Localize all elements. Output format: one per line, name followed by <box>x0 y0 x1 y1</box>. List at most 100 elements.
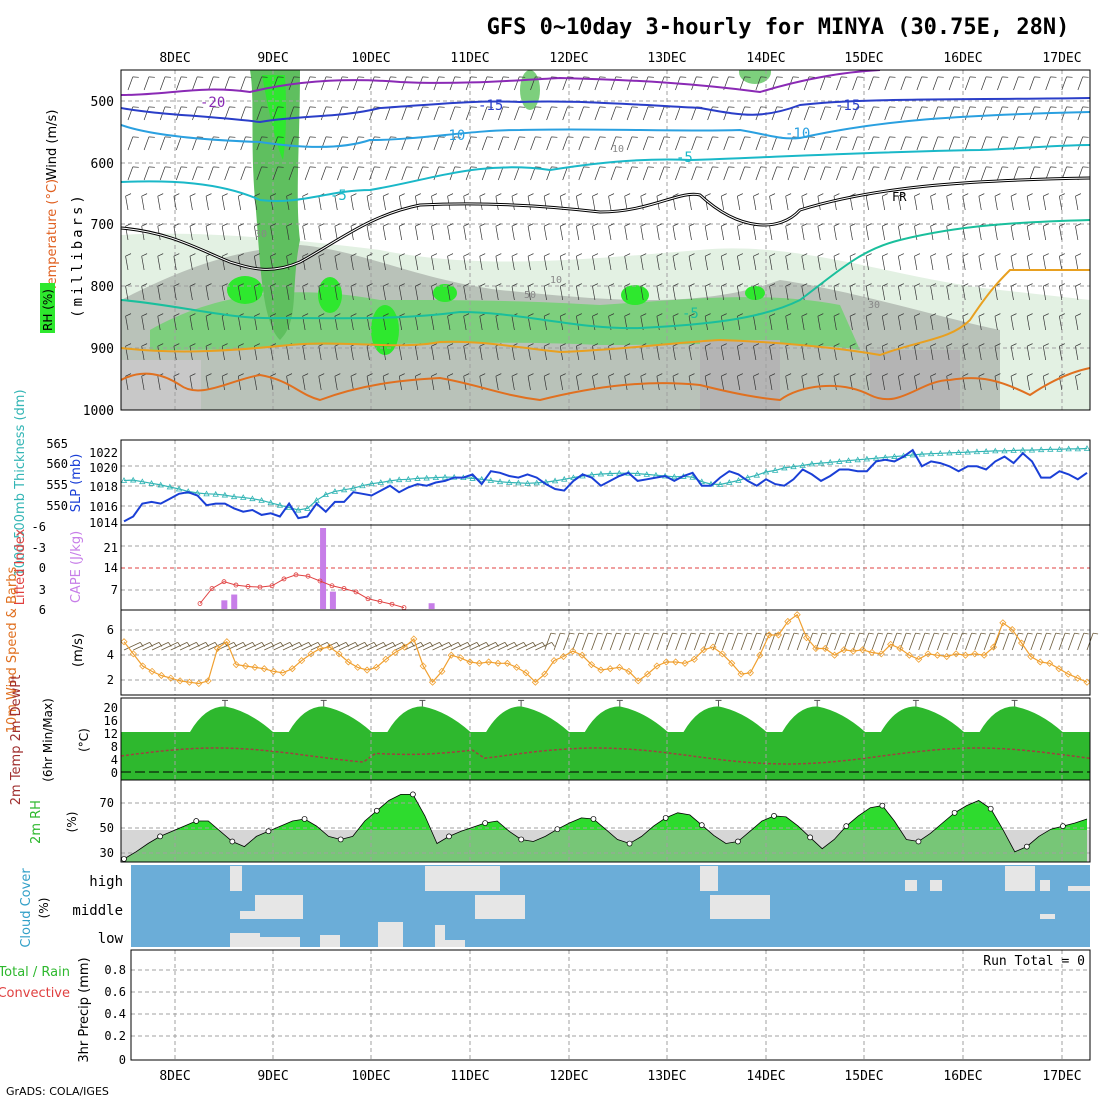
upper-wind-barb <box>497 106 504 121</box>
upper-wind-barb-tick <box>157 193 164 197</box>
thickness-marker <box>735 477 742 483</box>
upper-wind-barb-tick <box>849 253 856 257</box>
upper-wind-barb-tick <box>866 283 872 287</box>
upper-wind-barb-tick <box>849 373 856 377</box>
upper-wind-barb <box>948 136 955 151</box>
upper-wind-barb-tick <box>785 313 792 317</box>
upper-wind-barb <box>884 106 890 121</box>
wind10-barb <box>366 642 384 651</box>
slp-line <box>123 448 1088 523</box>
wind10-barb-tick <box>1027 632 1033 635</box>
upper-wind-barb-tick <box>173 253 180 257</box>
upper-wind-barb-tick <box>1059 373 1065 377</box>
upper-wind-barb <box>237 196 242 211</box>
upper-wind-barb <box>739 166 745 181</box>
cape-bar <box>320 528 327 609</box>
upper-wind-barb <box>865 376 869 391</box>
upper-wind-barb-tick <box>527 223 534 227</box>
thickness-marker <box>1056 445 1063 452</box>
lifted-index-point <box>221 579 227 585</box>
upper-wind-barb-tick <box>141 223 148 227</box>
upper-wind-barb-tick <box>560 193 566 197</box>
contour-label: FR <box>892 190 907 204</box>
upper-wind-barb <box>672 256 676 271</box>
thickness-marker <box>918 450 926 457</box>
upper-wind-barb <box>1059 316 1063 331</box>
li-tick: 3 <box>39 583 46 597</box>
wind10-barb-tick <box>691 632 697 635</box>
wind10-barb-tick <box>765 632 771 635</box>
wind-speed-point <box>419 662 427 670</box>
upper-wind-barb <box>449 106 456 121</box>
upper-wind-barb <box>143 166 150 181</box>
wind10-barb <box>1058 632 1066 651</box>
upper-wind-barb-tick <box>1027 253 1033 257</box>
upper-wind-barb <box>833 316 837 331</box>
upper-wind-barb <box>769 226 773 241</box>
upper-wind-barb-tick <box>914 253 921 257</box>
upper-wind-barb <box>125 316 129 331</box>
wind-speed-point <box>1008 625 1016 634</box>
upper-wind-barb <box>463 286 467 301</box>
wind-speed-point <box>999 619 1007 627</box>
upper-wind-barb-tick <box>978 193 985 197</box>
wind10-barb-tick <box>1036 632 1043 635</box>
thickness-marker <box>157 481 164 488</box>
upper-wind-barb <box>946 376 950 391</box>
rh2m-point <box>554 826 561 833</box>
upper-wind-barb <box>610 106 617 121</box>
wind-speed-point <box>606 665 614 673</box>
upper-wind-barb-tick <box>688 373 695 377</box>
upper-wind-barb <box>898 316 902 331</box>
thickness-marker <box>570 474 577 481</box>
upper-wind-barb-tick <box>688 223 695 227</box>
upper-wind-barb-tick <box>866 253 872 257</box>
upper-wind-barb <box>157 316 161 331</box>
wind10-barb <box>1049 632 1057 651</box>
upper-wind-barb <box>1010 226 1014 241</box>
thickness-marker <box>643 471 650 477</box>
upper-wind-barb <box>1026 226 1030 241</box>
upper-wind-barb-tick <box>334 193 341 197</box>
upper-wind-barb-tick <box>656 223 663 227</box>
upper-wind-barb <box>640 286 644 301</box>
upper-wind-barb-tick <box>833 343 840 347</box>
wind-speed-point <box>316 644 324 653</box>
upper-wind-barb <box>769 196 773 211</box>
upper-wind-barb <box>720 346 725 361</box>
upper-wind-barb <box>141 376 145 391</box>
contour-label: 30 <box>868 300 880 311</box>
upper-wind-barb <box>849 256 853 271</box>
wind-speed-point <box>129 650 137 658</box>
upper-wind-barb <box>173 286 177 301</box>
rh-cell <box>433 284 457 302</box>
wind10-barb <box>600 632 608 651</box>
upper-wind-barb-tick <box>672 373 679 377</box>
upper-wind-barb-tick <box>817 223 824 227</box>
wind10-barb <box>441 642 459 651</box>
upper-wind-barb-tick <box>946 223 953 227</box>
upper-wind-barb-tick <box>157 343 164 347</box>
wind10-barb-tick <box>560 632 566 635</box>
upper-wind-barb <box>270 346 274 361</box>
upper-wind-barb <box>208 76 214 91</box>
top-date-label: 10DEC <box>351 51 390 66</box>
upper-wind-barb <box>415 226 419 241</box>
upper-wind-barb-tick <box>1075 193 1082 197</box>
upper-wind-barb <box>704 286 708 301</box>
upper-wind-barb <box>159 136 166 151</box>
wind10-barb <box>768 632 776 651</box>
upper-wind-barb <box>143 76 150 91</box>
upper-wind-barb <box>417 136 423 151</box>
upper-wind-barb-tick <box>962 313 969 317</box>
thickness-marker <box>240 494 247 500</box>
upper-wind-barb <box>254 376 258 391</box>
upper-wind-barb <box>914 346 918 361</box>
upper-wind-barb-tick <box>157 313 164 317</box>
wind10-barb <box>721 632 729 651</box>
temp-tick: 20 <box>104 701 118 715</box>
wind10-barb-tick <box>878 632 884 635</box>
upper-wind-barb-tick <box>576 253 582 257</box>
upper-wind-barb-tick <box>801 283 808 287</box>
wind10-barb-tick <box>1018 632 1024 635</box>
